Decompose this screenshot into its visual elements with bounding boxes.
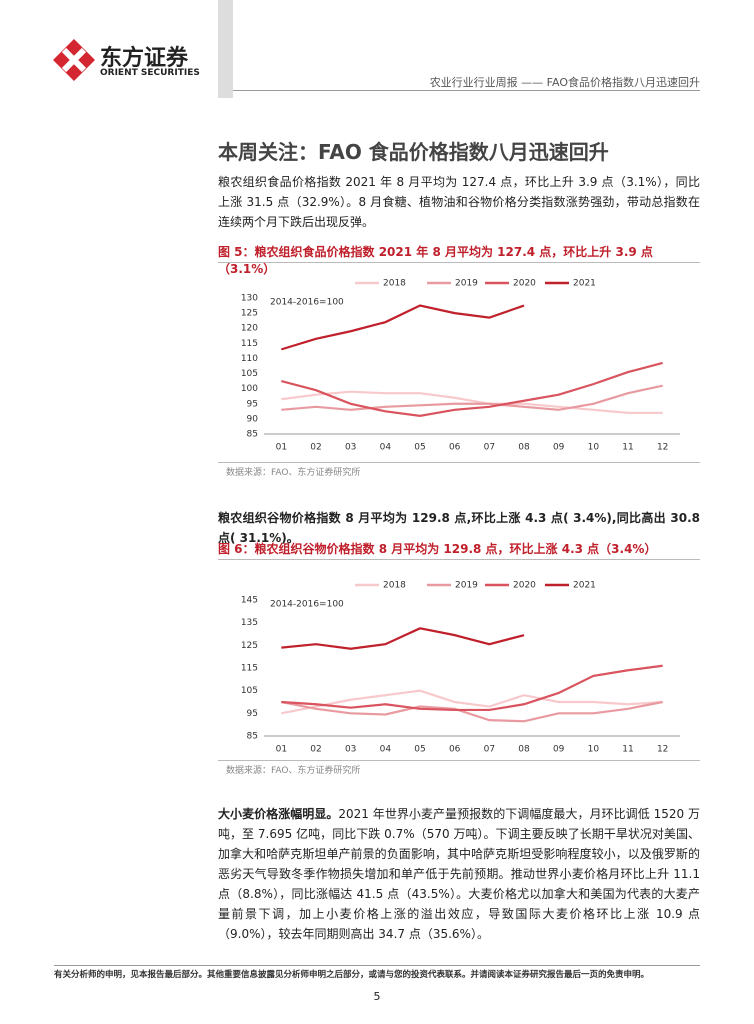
y-tick-label: 105 [241, 686, 258, 696]
x-tick-label: 01 [276, 745, 287, 755]
legend-label: 2020 [513, 279, 536, 289]
paragraph: 粮农组织谷物价格指数 8 月平均为 129.8 点,环比上涨 4.3 点( 3.… [218, 511, 700, 545]
legend-label: 2018 [383, 279, 406, 289]
y-tick-label: 95 [247, 709, 258, 719]
rule [218, 262, 700, 263]
paragraph: 大小麦价格涨幅明显。2021 年世界小麦产量预报数的下调幅度最大，月环比调低 1… [218, 804, 700, 944]
x-tick-label: 01 [276, 443, 287, 453]
rule [218, 760, 700, 761]
x-tick-label: 08 [518, 443, 530, 453]
y-tick-label: 115 [241, 664, 258, 674]
y-tick-label: 120 [241, 324, 258, 334]
x-tick-label: 10 [588, 443, 600, 453]
x-tick-label: 05 [414, 443, 425, 453]
logo-mark [53, 39, 95, 81]
y-tick-label: 105 [241, 369, 258, 379]
x-tick-label: 03 [345, 443, 356, 453]
x-tick-label: 02 [310, 443, 321, 453]
header-bar [218, 0, 233, 98]
series-line [281, 700, 663, 723]
y-tick-label: 145 [241, 596, 258, 606]
x-tick-label: 08 [518, 745, 530, 755]
y-tick-label: 90 [247, 414, 259, 424]
series-line [281, 664, 663, 712]
disclaimer: 有关分析师的申明，见本报告最后部分。其他重要信息披露见分析师申明之后部分，或请与… [54, 970, 650, 980]
figure-caption: 图 5：粮农组织食品价格指数 2021 年 8 月平均为 127.4 点，环比上… [218, 245, 653, 276]
footer-rule [54, 965, 700, 966]
x-tick-label: 03 [345, 745, 356, 755]
legend-label: 2019 [455, 279, 478, 289]
x-tick-label: 06 [449, 745, 461, 755]
y-tick-label: 125 [241, 641, 258, 651]
figure-source: 数据来源：FAO、东方证券研究所 [226, 766, 361, 776]
x-tick-label: 05 [414, 745, 425, 755]
paragraph-body: 2021 年世界小麦产量预报数的下调幅度最大，月环比调低 1520 万吨，至 7… [218, 807, 700, 941]
y-tick-label: 125 [241, 309, 258, 319]
y-tick-label: 100 [241, 384, 258, 394]
x-tick-label: 10 [588, 745, 600, 755]
series-line [281, 689, 663, 715]
running-title: 农业行业行业周报 —— FAO食品价格指数八月迅速回升 [429, 76, 700, 89]
y-tick-label: 95 [247, 399, 258, 409]
logo-cn: 东方证券 [100, 46, 189, 71]
section-title: 本周关注：FAO 食品价格指数八月迅速回升 [218, 140, 609, 164]
figure-source: 数据来源：FAO、东方证券研究所 [226, 468, 361, 478]
series-line [281, 390, 663, 414]
legend-label: 2021 [573, 581, 596, 591]
series-line [281, 384, 663, 411]
page-number: 5 [373, 990, 381, 1003]
x-tick-label: 07 [484, 443, 495, 453]
series-line [281, 361, 663, 417]
x-tick-label: 12 [657, 745, 668, 755]
legend-label: 2018 [383, 581, 406, 591]
y-tick-label: 85 [247, 732, 258, 742]
x-tick-label: 12 [657, 443, 668, 453]
chart: 85 95 105 115 125 135 145 01 02 03 04 05 06 07 08 09 10 1… [241, 581, 680, 755]
x-tick-label: 09 [553, 443, 565, 453]
logo-en: ORIENT SECURITIES [100, 68, 200, 78]
x-tick-label: 04 [380, 443, 392, 453]
x-tick-label: 07 [484, 745, 495, 755]
x-tick-label: 11 [622, 745, 633, 755]
header-rule [233, 90, 700, 91]
x-tick-label: 09 [553, 745, 565, 755]
x-tick-label: 11 [622, 443, 633, 453]
y-tick-label: 115 [241, 339, 258, 349]
y-tick-label: 130 [241, 294, 258, 304]
x-tick-label: 02 [310, 745, 321, 755]
legend-label: 2020 [513, 581, 536, 591]
y-tick-label: 135 [241, 618, 258, 628]
rule [218, 559, 700, 560]
paragraph: 粮农组织食品价格指数 2021 年 8 月平均为 127.4 点，环比上升 3.… [218, 175, 700, 229]
paragraph-lead: 大小麦价格涨幅明显。 [218, 807, 339, 821]
chart: 85 90 95 100 105 110 115 120 125 130 01 02 03 04 05 06 0… [241, 279, 680, 453]
legend-label: 2019 [455, 581, 478, 591]
y-tick-label: 85 [247, 430, 258, 440]
annotation: 2014-2016=100 [270, 298, 344, 308]
y-tick-label: 110 [241, 354, 258, 364]
series-line [281, 627, 525, 650]
legend-label: 2021 [573, 279, 596, 289]
rule [218, 462, 700, 463]
x-tick-label: 06 [449, 443, 461, 453]
annotation: 2014-2016=100 [270, 600, 344, 610]
x-tick-label: 04 [380, 745, 392, 755]
figure-caption: 图 6：粮农组织谷物价格指数 8 月平均为 129.8 点，环比上涨 4.3 点… [218, 542, 657, 556]
series-line [281, 304, 525, 351]
